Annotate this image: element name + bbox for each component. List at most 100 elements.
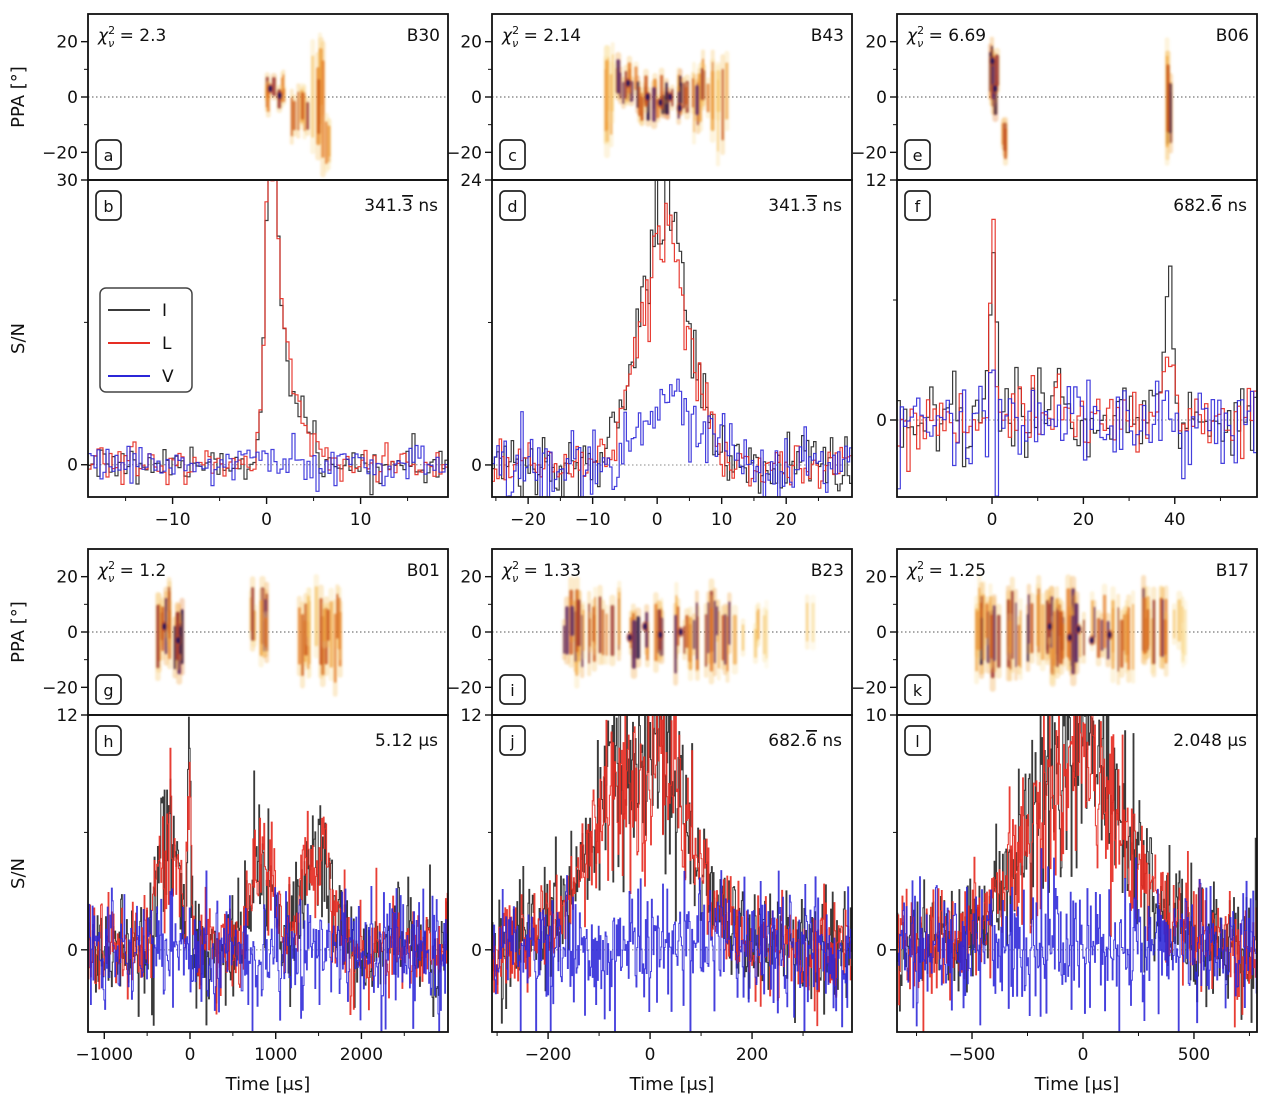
- snr-ytick-zero-label: 0: [876, 411, 887, 431]
- ppa-heatmap: [562, 576, 816, 689]
- snr-ytick-zero-label: 0: [67, 941, 78, 961]
- heat-core: [1047, 622, 1052, 631]
- panel-letter-snr: f: [915, 197, 921, 216]
- heat-core: [625, 79, 631, 87]
- stokes-V-trace: [492, 378, 852, 497]
- heat-core: [175, 636, 181, 644]
- ppa-ytick-label: −20: [446, 678, 482, 698]
- snr-panel-border: [896, 179, 1258, 498]
- xtick-label: 0: [987, 510, 998, 530]
- snr-ytick-zero-label: 0: [876, 941, 887, 961]
- ppa-ytick-label: 0: [67, 623, 78, 643]
- heat-core: [993, 85, 998, 93]
- panel-group-B01: 20 0 −20 χ2 ν = 1.2 B01 g 12 0 −1000 0 1000 2000 h 5.1…: [8, 548, 449, 1095]
- snr-series-group: [492, 715, 852, 1032]
- stokes-V-trace: [88, 870, 448, 1032]
- snr-panel-border: [87, 714, 449, 1033]
- ppa-ytick-label: 20: [56, 33, 78, 53]
- stokes-I-trace: [88, 716, 448, 1026]
- snr-panel-border: [491, 714, 853, 1033]
- heat-core: [268, 85, 273, 93]
- chi2-annotation: χ2 ν = 1.33: [501, 559, 581, 585]
- time-resolution-label: 682.6 ns: [1173, 196, 1247, 216]
- ppa-ytick-label: −20: [851, 678, 887, 698]
- ppa-heatmap: [155, 573, 343, 697]
- panel-group-B17: 20 0 −20 χ2 ν = 1.25 B17 k 10 0 −500 0 500 l 2.048 μs…: [851, 548, 1258, 1095]
- time-resolution-label: 341.3 ns: [364, 196, 438, 216]
- ppa-ytick-label: 0: [471, 88, 482, 108]
- snr-ytick-top-label: 12: [460, 706, 482, 726]
- xtick-label: 0: [1078, 1045, 1089, 1065]
- legend-label-L: L: [162, 334, 172, 354]
- stokes-V-trace: [492, 870, 852, 1032]
- chi2-annotation: χ2 ν = 2.3: [97, 24, 166, 50]
- burst-id-label: B01: [407, 561, 440, 581]
- burst-id-label: B30: [407, 26, 440, 46]
- xtick-label: 20: [1073, 510, 1095, 530]
- xtick-label: −500: [949, 1045, 996, 1065]
- panel-letter-snr: h: [103, 732, 113, 751]
- ppa-ytick-label: 0: [876, 88, 887, 108]
- snr-ytick-top-label: 10: [865, 706, 887, 726]
- heat-core: [658, 98, 663, 107]
- heat-core: [658, 631, 663, 639]
- panel-letter-snr: l: [915, 732, 919, 751]
- ppa-ytick-label: 20: [460, 568, 482, 588]
- ppa-heatmap: [264, 32, 332, 178]
- panel-letter-box-snr: [499, 725, 526, 756]
- heat-core: [678, 628, 683, 636]
- panel-letter-ppa: e: [913, 146, 923, 165]
- heat-core: [642, 622, 648, 631]
- panel-letter-ppa: k: [913, 681, 923, 700]
- ppa-ytick-label: −20: [42, 678, 78, 698]
- ppa-ytick-label: −20: [446, 143, 482, 163]
- panel-letter-box-ppa: [499, 139, 526, 170]
- legend-label-V: V: [162, 367, 174, 387]
- heat-core: [677, 104, 682, 112]
- chi2-annotation: χ2 ν = 1.2: [97, 559, 166, 585]
- burst-id-label: B06: [1216, 26, 1249, 46]
- stokes-V-trace: [88, 432, 448, 492]
- heat-core: [990, 57, 995, 65]
- ppa-ytick-label: −20: [42, 143, 78, 163]
- time-axis-title: Time [μs]: [225, 1074, 311, 1095]
- xtick-label: −10: [575, 510, 611, 530]
- panel-letter-ppa: c: [508, 146, 517, 165]
- burst-id-label: B23: [811, 561, 844, 581]
- xtick-label: 10: [711, 510, 733, 530]
- panel-letter-box-ppa: [95, 674, 122, 705]
- burst-id-label: B17: [1216, 561, 1249, 581]
- ppa-ytick-label: 0: [876, 623, 887, 643]
- xtick-label: −200: [525, 1045, 572, 1065]
- ppa-ytick-label: 20: [865, 33, 887, 53]
- ppa-ytick-label: −20: [851, 143, 887, 163]
- stokes-L-trace: [492, 202, 852, 489]
- snr-series-group: [88, 180, 448, 496]
- stokes-L-trace: [897, 715, 1257, 1032]
- panel-letter-box-ppa: [904, 139, 931, 170]
- snr-series-group: [897, 218, 1257, 497]
- chi2-annotation: χ2 ν = 2.14: [501, 24, 581, 50]
- time-resolution-label: 5.12 μs: [375, 731, 438, 751]
- xtick-label: 2000: [340, 1045, 383, 1065]
- heat-core: [162, 622, 167, 631]
- time-axis-title: Time [μs]: [1034, 1074, 1120, 1095]
- xtick-label: 500: [1178, 1045, 1210, 1065]
- time-resolution-label: 341.3 ns: [768, 196, 842, 216]
- heat-core: [627, 633, 632, 642]
- legend-box: [99, 287, 193, 393]
- panel-letter-ppa: g: [103, 681, 113, 700]
- stokes-V-trace: [897, 848, 1257, 1032]
- panel-letter-box-snr: [904, 725, 931, 756]
- ppa-ytick-label: 20: [865, 568, 887, 588]
- heat-core: [277, 92, 282, 100]
- snr-series-group: [492, 180, 852, 497]
- panel-letter-snr: d: [507, 197, 517, 216]
- ppa-heatmap: [974, 574, 1188, 692]
- ppa-ytick-label: 20: [56, 568, 78, 588]
- stokes-V-trace: [897, 369, 1257, 497]
- panel-group-B06: 20 0 −20 χ2 ν = 6.69 B06 e 12 0 0 20 40 f 682.6 ns: [851, 13, 1258, 530]
- ppa-heatmap: [988, 36, 1174, 166]
